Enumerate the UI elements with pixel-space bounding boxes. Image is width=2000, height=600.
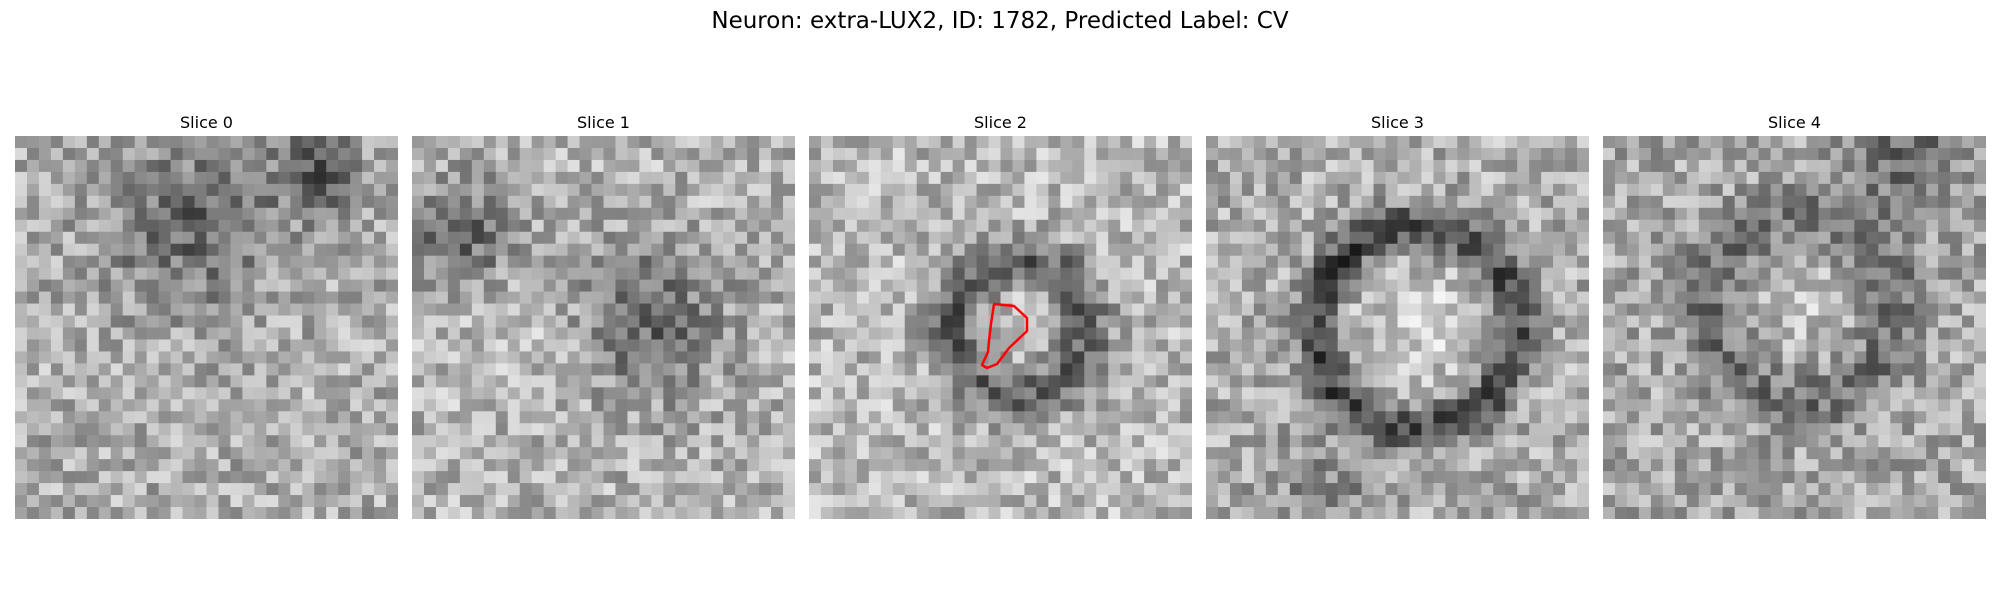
slice-title-0: Slice 0 xyxy=(180,113,233,132)
slice-title-1: Slice 1 xyxy=(577,113,630,132)
slice-image-1 xyxy=(412,136,795,519)
figure-title: Neuron: extra-LUX2, ID: 1782, Predicted … xyxy=(711,8,1289,34)
slice-image-2 xyxy=(809,136,1192,519)
slice-panel-0: Slice 0 xyxy=(15,113,398,519)
slice-panel-2: Slice 2 xyxy=(809,113,1192,519)
slice-title-2: Slice 2 xyxy=(974,113,1027,132)
slice-panel-3: Slice 3 xyxy=(1206,113,1589,519)
slice-panel-1: Slice 1 xyxy=(412,113,795,519)
slice-title-4: Slice 4 xyxy=(1768,113,1821,132)
slice-image-0 xyxy=(15,136,398,519)
slice-panel-4: Slice 4 xyxy=(1603,113,1986,519)
segmentation-outline xyxy=(980,302,1029,370)
slice-image-3 xyxy=(1206,136,1589,519)
slice-image-4 xyxy=(1603,136,1986,519)
slice-title-3: Slice 3 xyxy=(1371,113,1424,132)
